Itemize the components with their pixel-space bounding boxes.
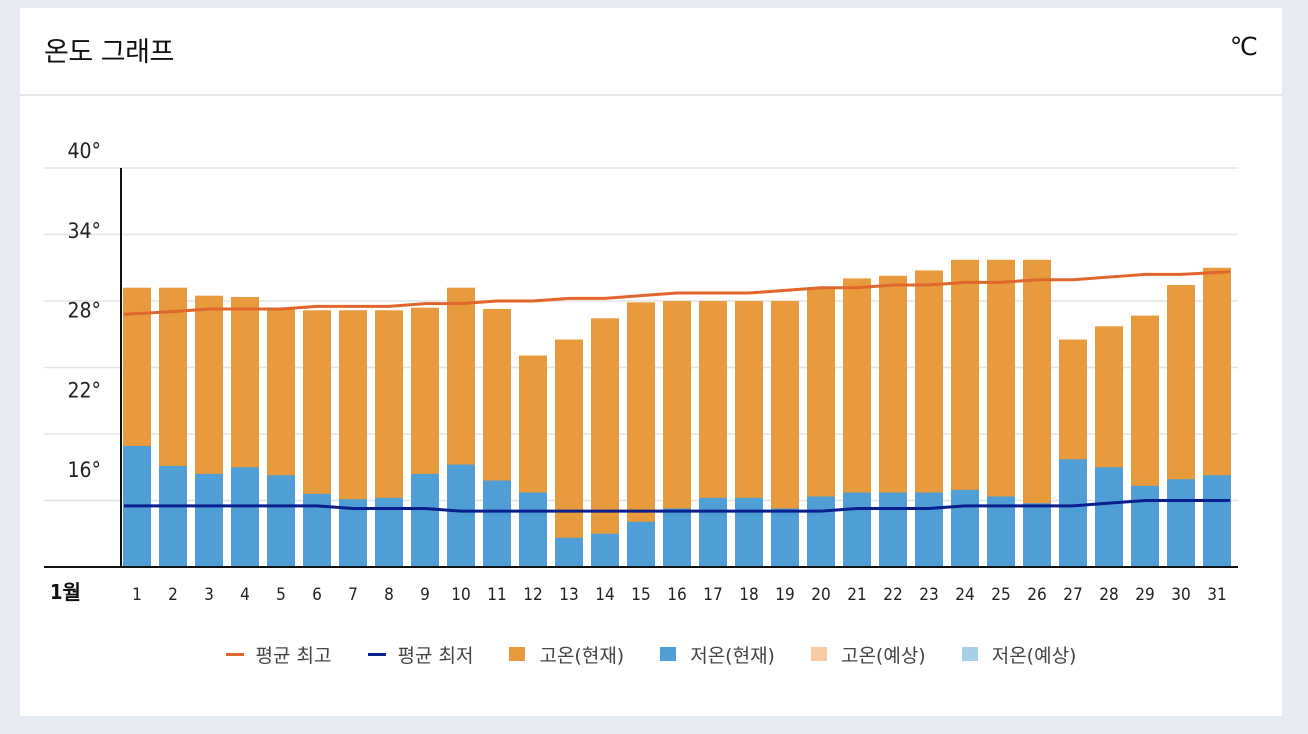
x-tick-label: 29 (1135, 585, 1154, 605)
x-tick-label: 19 (775, 585, 794, 605)
temperature-chart: 16°22°28°34°40°1월 1 2 3 4 5 6 7 8 9 10 11 12 13 14 15 16… (44, 139, 1238, 605)
low-temp-bar (663, 508, 691, 567)
x-tick-label: 18 (739, 585, 758, 605)
low-temp-bar (915, 492, 943, 567)
legend-label: 고온(현재) (539, 644, 625, 667)
legend-item[interactable]: 고온(현재) (509, 641, 624, 668)
low-temp-bar (1167, 479, 1195, 567)
legend-item[interactable]: 평균 최저 (367, 641, 474, 668)
x-tick-label: 7 (348, 585, 358, 605)
y-tick-label: 22° (68, 378, 101, 402)
x-tick-label: 17 (703, 585, 722, 605)
x-tick-label: 23 (919, 585, 938, 605)
legend-swatch (810, 647, 827, 661)
legend-label: 저온(현재) (690, 644, 775, 667)
x-tick-label: 2 (168, 585, 178, 605)
low-temp-bar (591, 533, 619, 567)
x-tick-label: 10 (451, 585, 470, 605)
x-tick-label: 15 (631, 585, 650, 605)
legend-label: 평균 최고 (255, 644, 332, 667)
low-temp-bar (987, 496, 1015, 567)
y-tick-label: 34° (68, 219, 101, 243)
legend-swatch (225, 652, 244, 656)
high-temp-bar (591, 318, 619, 567)
legend-item[interactable]: 평균 최고 (225, 641, 332, 668)
avg-low-line (124, 499, 1230, 513)
page-title: 온도 그래프 (44, 37, 174, 68)
x-tick-label: 4 (240, 585, 250, 605)
x-tick-label: 11 (487, 585, 506, 605)
low-temp-bar (951, 489, 979, 567)
low-temp-bar (447, 464, 475, 567)
unit-label: ℃ (1229, 32, 1258, 61)
x-tick-label: 5 (276, 585, 286, 605)
low-temp-bar (267, 475, 295, 567)
legend-label: 저온(예상) (991, 644, 1077, 667)
x-tick-label: 28 (1099, 585, 1118, 605)
legend-swatch (509, 647, 526, 661)
low-temp-bar (519, 492, 547, 567)
legend-item[interactable]: 고온(예상) (810, 641, 926, 668)
x-tick-label: 16 (667, 585, 686, 605)
low-temp-bar (159, 465, 187, 567)
low-temp-bar (1131, 485, 1159, 567)
x-tick-label: 12 (523, 585, 542, 605)
avg-high-line (123, 270, 1231, 316)
legend-label: 평균 최저 (397, 644, 474, 667)
x-tick-label: 9 (420, 585, 430, 605)
y-tick-label: 40° (68, 139, 101, 163)
low-temp-bar (1095, 467, 1123, 567)
low-temp-bar (699, 497, 727, 567)
high-temp-bar (555, 339, 583, 567)
card-header: 온도 그래프 ℃ (20, 8, 1282, 96)
low-temp-bar (1059, 459, 1087, 567)
legend-swatch (367, 652, 386, 656)
y-tick-label: 16° (68, 458, 101, 482)
x-tick-label: 31 (1207, 585, 1226, 605)
low-temp-bar (411, 473, 439, 567)
low-temp-bar (555, 537, 583, 567)
x-tick-label: 1 (132, 585, 142, 605)
low-temp-bar (735, 497, 763, 567)
x-tick-label: 27 (1063, 585, 1082, 605)
low-temp-bar (843, 492, 871, 567)
low-temp-bar (627, 521, 655, 567)
x-tick-label: 26 (1027, 585, 1046, 605)
month-label: 1월 (50, 580, 81, 604)
x-tick-label: 13 (559, 585, 578, 605)
x-tick-label: 3 (204, 585, 214, 605)
x-tick-label: 24 (955, 585, 974, 605)
legend-swatch (660, 647, 677, 661)
legend-item[interactable]: 저온(현재) (660, 641, 775, 668)
legend-item[interactable]: 저온(예상) (961, 641, 1077, 668)
low-temp-bar (339, 499, 367, 567)
legend-swatch (961, 647, 978, 661)
low-temp-bar (231, 467, 259, 567)
x-tick-label: 14 (595, 585, 614, 605)
x-tick-label: 8 (384, 585, 394, 605)
low-temp-bar (483, 480, 511, 567)
low-temp-bar (879, 492, 907, 567)
low-temp-bar (771, 508, 799, 567)
temperature-card: 온도 그래프 ℃ 16° 22° 28° 34° 40° 1월 1 2 3 4 5 6 7 8 9 10 11 1… (20, 8, 1282, 716)
low-temp-bar (1023, 503, 1051, 567)
x-tick-label: 20 (811, 585, 830, 605)
low-temp-bar (195, 473, 223, 567)
x-tick-label: 6 (312, 585, 322, 605)
low-temp-bar (807, 496, 835, 567)
x-tick-label: 22 (883, 585, 902, 605)
chart-legend: 평균 최고 평균 최저 고온(현재) 저온(현재) 고온(예상) 저온(예상) (20, 638, 1282, 670)
x-tick-label: 25 (991, 585, 1010, 605)
x-tick-label: 30 (1171, 585, 1190, 605)
low-temp-bar (1203, 475, 1231, 567)
x-tick-label: 21 (847, 585, 866, 605)
legend-label: 고온(예상) (840, 644, 926, 667)
y-tick-label: 28° (68, 299, 101, 323)
